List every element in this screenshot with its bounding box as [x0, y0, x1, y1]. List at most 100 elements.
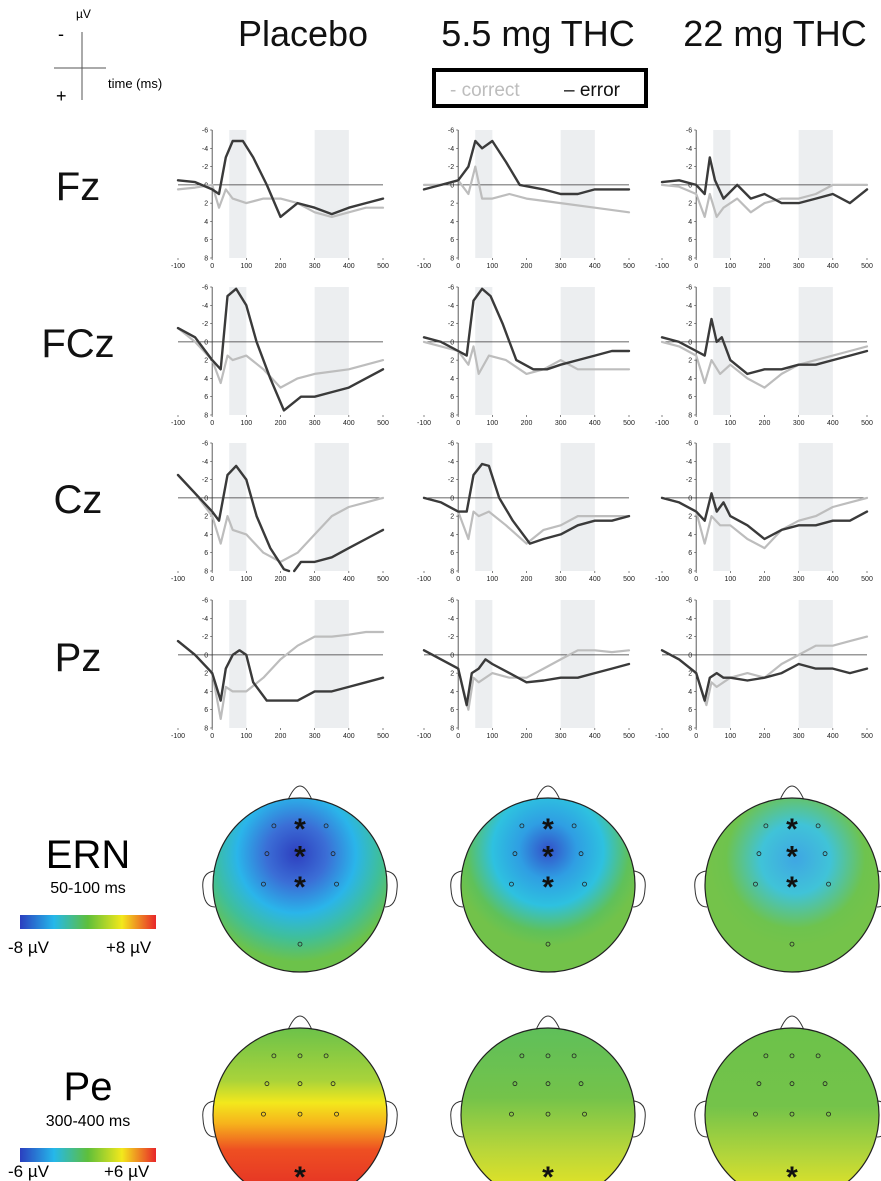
ern-scale-max: +8 µV — [106, 938, 152, 957]
series-correct-line — [176, 630, 385, 720]
time-window-shade — [314, 443, 349, 571]
x-tick-label: 300 — [793, 576, 805, 583]
x-tick-label: 100 — [724, 263, 736, 270]
time-window-shade — [475, 443, 493, 571]
x-tick-label: 500 — [377, 733, 389, 740]
electrode-marker — [789, 941, 795, 947]
electrode-marker — [815, 823, 821, 829]
x-tick-label: 500 — [377, 576, 389, 583]
topomap-row-pe: Pe 300-400 ms -6 µV +6 µV — [8, 1065, 156, 1181]
x-tick-label: 100 — [724, 576, 736, 583]
left-ear — [202, 1100, 216, 1138]
y-tick-label: -6 — [448, 441, 454, 448]
electrode-marker — [582, 1111, 587, 1117]
y-tick-label: -2 — [448, 321, 454, 328]
y-tick-label: -2 — [448, 164, 454, 171]
x-tick-label: 0 — [694, 420, 698, 427]
erp-panel-cz-placebo: -6 -4 -2 0 2 4 6 8 -100 0 100 200 300 400 500 — [171, 441, 389, 584]
series-error-line — [422, 649, 631, 707]
significance-asterisk: * — [786, 841, 798, 874]
time-window-shade — [713, 600, 731, 728]
axis-key-minus: - — [58, 24, 64, 44]
nose — [535, 785, 561, 801]
electrode-marker — [582, 881, 587, 887]
y-tick-label: -2 — [686, 321, 692, 328]
y-tick-label: 2 — [688, 201, 692, 208]
y-tick-label: 4 — [204, 219, 208, 226]
y-tick-label: 4 — [450, 219, 454, 226]
time-window-shade — [560, 600, 595, 728]
series-error-line — [176, 464, 291, 573]
electrode-marker — [756, 1081, 762, 1087]
electrode-marker — [753, 881, 758, 887]
time-window-shade — [229, 600, 247, 728]
x-tick-label: 300 — [555, 733, 567, 740]
x-tick-label: -100 — [655, 733, 669, 740]
electrode-marker — [789, 1081, 795, 1087]
y-tick-label: 2 — [450, 201, 454, 208]
y-tick-label: 2 — [688, 514, 692, 521]
significance-asterisk: * — [786, 813, 798, 846]
x-tick-label: 400 — [589, 576, 601, 583]
y-tick-label: 4 — [688, 532, 692, 539]
condition-header-placebo: Placebo — [238, 13, 368, 54]
x-tick-label: 400 — [827, 263, 839, 270]
electrode-marker — [297, 1081, 303, 1087]
electrode-marker — [509, 881, 514, 887]
y-tick-label: 0 — [688, 495, 692, 502]
x-tick-label: 100 — [240, 420, 252, 427]
significance-asterisk: * — [786, 1161, 798, 1181]
electrode-marker — [763, 1053, 769, 1059]
erp-panel-pz-5-5-mg-thc: -6 -4 -2 0 2 4 6 8 -100 0 100 200 300 400 500 — [417, 598, 635, 741]
y-tick-label: 0 — [688, 339, 692, 346]
electrode-marker — [323, 1053, 329, 1059]
y-tick-label: -2 — [448, 634, 454, 641]
electrode-marker — [753, 1111, 758, 1117]
time-window-shade — [798, 600, 833, 728]
x-tick-label: 0 — [210, 576, 214, 583]
y-tick-label: -6 — [202, 441, 208, 448]
x-tick-label: 500 — [623, 263, 635, 270]
y-tick-label: 0 — [450, 652, 454, 659]
series-correct-line — [660, 183, 869, 218]
x-tick-label: 200 — [521, 576, 533, 583]
electrode-marker — [815, 1053, 821, 1059]
x-tick-label: -100 — [171, 733, 185, 740]
y-tick-label: -4 — [448, 146, 454, 153]
topomaps: ********** * * — [202, 785, 881, 1181]
y-tick-label: 4 — [688, 376, 692, 383]
y-tick-label: -4 — [448, 459, 454, 466]
left-ear — [450, 870, 464, 908]
y-tick-label: -6 — [202, 285, 208, 292]
x-tick-label: 400 — [589, 420, 601, 427]
x-tick-label: 0 — [456, 263, 460, 270]
x-tick-label: 300 — [555, 420, 567, 427]
x-tick-label: 200 — [275, 733, 287, 740]
time-window-shade — [475, 287, 493, 415]
scalp-map — [460, 1027, 636, 1181]
x-tick-label: 300 — [309, 420, 321, 427]
x-tick-label: 400 — [827, 733, 839, 740]
y-tick-label: 0 — [204, 495, 208, 502]
y-tick-label: 6 — [450, 550, 454, 557]
y-tick-label: 2 — [204, 201, 208, 208]
ern-title: ERN — [46, 833, 130, 877]
time-window-shade — [798, 443, 833, 571]
right-ear — [384, 1100, 398, 1138]
x-tick-label: 200 — [275, 263, 287, 270]
ern-window: 50-100 ms — [50, 880, 126, 897]
erp-panel-fz-5-5-mg-thc: -6 -4 -2 0 2 4 6 8 -100 0 100 200 300 400 500 — [417, 128, 635, 271]
x-tick-label: 500 — [623, 576, 635, 583]
electrode-marker — [545, 1081, 551, 1087]
electrode-marker — [571, 1053, 577, 1059]
x-tick-label: 300 — [555, 576, 567, 583]
erp-panel-cz-5-5-mg-thc: -6 -4 -2 0 2 4 6 8 -100 0 100 200 300 400 500 — [417, 441, 635, 584]
pe-scale-max: +6 µV — [104, 1162, 150, 1181]
series-error-line — [176, 639, 385, 702]
y-tick-label: -2 — [686, 634, 692, 641]
x-tick-label: 0 — [694, 576, 698, 583]
y-tick-label: 0 — [688, 652, 692, 659]
time-window-shade — [229, 287, 247, 415]
x-tick-label: 300 — [309, 263, 321, 270]
x-tick-label: 400 — [343, 733, 355, 740]
